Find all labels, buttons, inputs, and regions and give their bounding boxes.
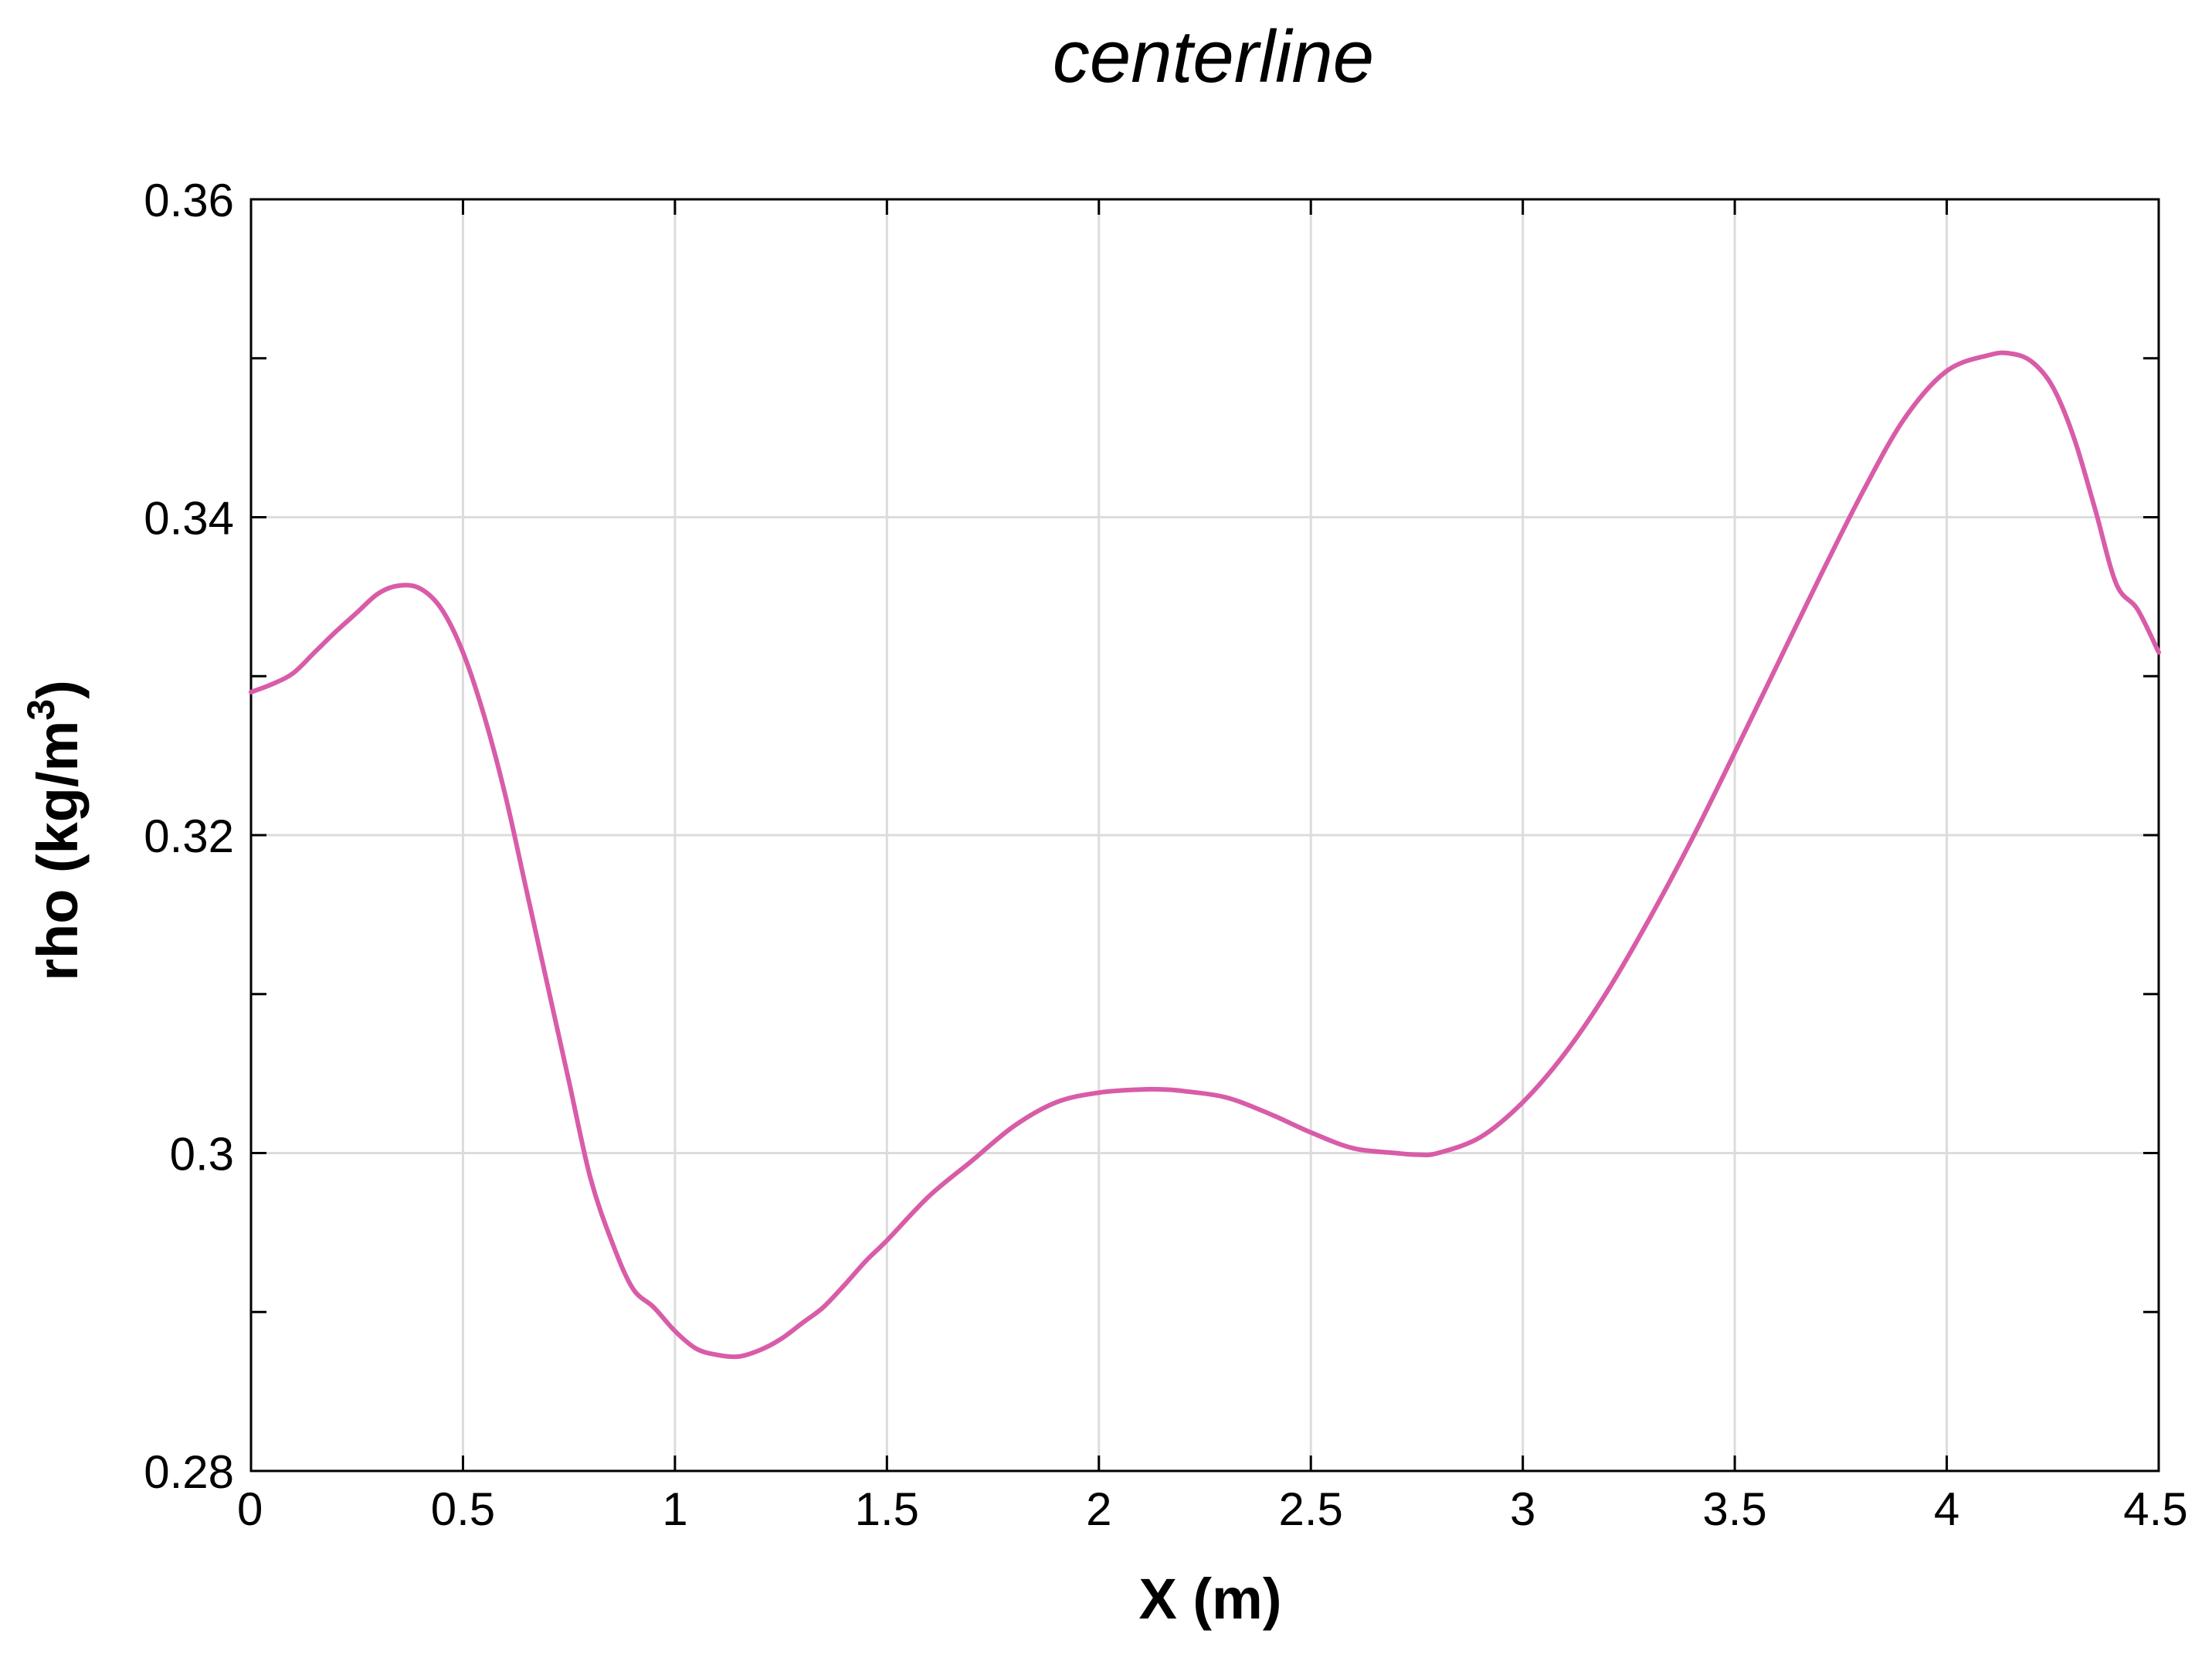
x-tick-label: 1 xyxy=(662,1483,687,1535)
y-gridlines xyxy=(251,516,2159,1154)
x-tick-label: 2.5 xyxy=(1279,1483,1343,1535)
y-axis-label-main: rho (kg/m xyxy=(25,721,90,981)
x-tick-label: 3 xyxy=(1510,1483,1535,1535)
x-tick-label: 0.5 xyxy=(431,1483,495,1535)
y-tick-label: 0.34 xyxy=(144,493,234,545)
x-tick-label: 0 xyxy=(237,1483,263,1535)
x-tick-label: 2 xyxy=(1086,1483,1111,1535)
x-axis-tick-labels: 0 0.5 1 1.5 2 2.5 3 3.5 4 4.5 xyxy=(237,1483,2188,1535)
y-axis-label: rho (kg/m3) xyxy=(19,680,90,981)
x-axis-ticks xyxy=(249,199,2160,1471)
x-tick-label: 3.5 xyxy=(1702,1483,1766,1535)
y-axis-tick-labels: 0.28 0.3 0.32 0.34 0.36 xyxy=(144,175,234,1498)
chart-title: centerline xyxy=(1053,15,1374,98)
y-tick-label: 0.28 xyxy=(144,1446,234,1498)
y-axis-label-superscript: 3 xyxy=(19,699,63,721)
y-axis-ticks xyxy=(251,198,2159,1472)
x-tick-label: 4.5 xyxy=(2123,1483,2187,1535)
y-tick-label: 0.32 xyxy=(144,810,234,862)
series-layer xyxy=(249,350,2161,1360)
series-line xyxy=(249,350,2161,1360)
x-axis-label: X (m) xyxy=(1139,1567,1282,1631)
y-axis-label-suffix: ) xyxy=(25,680,90,699)
y-tick-label: 0.3 xyxy=(170,1129,234,1180)
x-tick-label: 4 xyxy=(1934,1483,1959,1535)
y-tick-label: 0.36 xyxy=(144,175,234,226)
x-tick-label: 1.5 xyxy=(855,1483,919,1535)
